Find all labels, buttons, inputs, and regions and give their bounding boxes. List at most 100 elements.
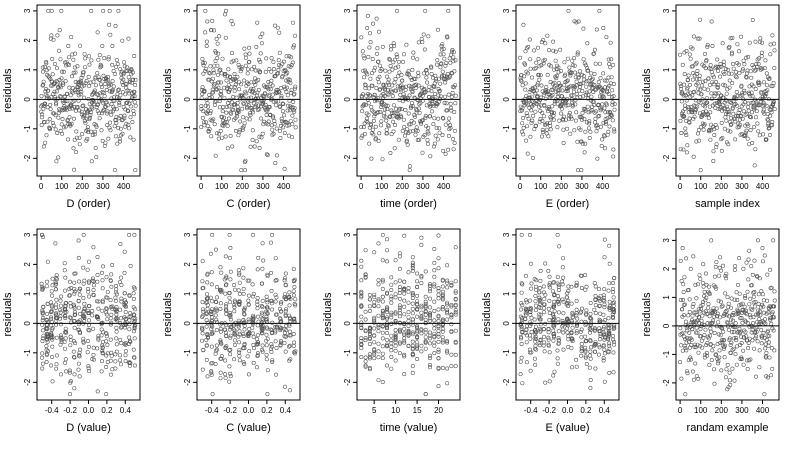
data-point [571, 89, 576, 94]
data-point [221, 105, 226, 110]
data-point [727, 85, 732, 90]
data-point [54, 273, 59, 278]
data-point [275, 90, 280, 95]
y-tick-label: 1 [343, 291, 352, 296]
data-point [365, 120, 370, 125]
data-point [533, 109, 538, 114]
data-point [745, 289, 750, 294]
data-point [217, 105, 222, 110]
data-point [365, 72, 370, 77]
data-point [359, 354, 364, 359]
data-point [200, 56, 205, 61]
data-point [207, 127, 212, 132]
data-point [441, 116, 446, 121]
data-point [537, 343, 542, 348]
data-point [200, 259, 205, 264]
data-point [77, 374, 82, 379]
data-point [219, 354, 224, 359]
data-point [710, 309, 715, 314]
data-point [547, 283, 552, 288]
data-point [231, 58, 236, 63]
data-point [397, 314, 402, 319]
data-point [251, 110, 256, 115]
data-point [551, 113, 556, 118]
data-point [122, 249, 127, 254]
data-point [44, 326, 49, 331]
data-point [76, 298, 81, 303]
data-point [417, 102, 422, 107]
data-point [419, 328, 424, 333]
data-point [284, 120, 289, 125]
x-tick-label: 0 [678, 182, 683, 191]
data-point [415, 285, 420, 290]
data-point [768, 373, 773, 378]
data-point [557, 88, 562, 93]
y-tick-label: 1 [662, 295, 671, 300]
data-point [223, 358, 228, 363]
data-point [565, 330, 570, 335]
data-point [227, 348, 232, 353]
y-tick-label: -1 [502, 125, 511, 133]
data-point [232, 357, 237, 362]
data-point [745, 321, 750, 326]
data-point [534, 60, 539, 65]
data-point [395, 111, 400, 116]
data-point [78, 43, 83, 48]
y-tick-label: 1 [183, 291, 192, 296]
data-point [416, 40, 421, 45]
data-point [88, 80, 93, 85]
x-tick-label: 400 [756, 406, 770, 415]
data-point [682, 275, 687, 280]
data-point [765, 112, 770, 117]
data-point [402, 291, 407, 296]
data-point [432, 247, 437, 252]
data-point [760, 40, 765, 45]
data-point [107, 125, 112, 130]
data-point [44, 347, 49, 352]
data-point [434, 125, 439, 130]
data-point [584, 308, 589, 313]
data-point [224, 311, 229, 316]
data-point [524, 111, 529, 116]
data-point [707, 291, 712, 296]
data-point [393, 310, 398, 315]
data-point [277, 104, 282, 109]
data-point [283, 309, 288, 314]
data-point [114, 349, 119, 354]
data-point [77, 286, 82, 291]
data-point [751, 125, 756, 130]
data-point [606, 92, 611, 97]
data-point [731, 346, 736, 351]
data-point [87, 84, 92, 89]
data-point [384, 306, 389, 311]
data-point [684, 48, 689, 53]
data-point [744, 55, 749, 60]
data-point [703, 79, 708, 84]
data-point [753, 374, 758, 379]
data-point [534, 347, 539, 352]
data-point [723, 375, 728, 380]
data-point [681, 313, 686, 318]
data-point [695, 104, 700, 109]
data-point [588, 300, 593, 305]
data-point [748, 315, 753, 320]
data-point [384, 363, 389, 368]
data-point [434, 62, 439, 67]
data-point [249, 86, 254, 91]
data-point [407, 83, 412, 88]
data-point [570, 325, 575, 330]
data-point [384, 337, 389, 342]
data-point [741, 348, 746, 353]
data-point [437, 126, 442, 131]
data-point [254, 44, 259, 49]
data-point [683, 319, 688, 324]
data-point [393, 334, 398, 339]
data-point [556, 301, 561, 306]
data-point [278, 86, 283, 91]
data-point [81, 232, 86, 237]
x-tick-label: 100 [694, 182, 708, 191]
data-point [44, 359, 49, 364]
data-point [551, 373, 556, 378]
data-point [734, 338, 739, 343]
data-point [410, 364, 415, 369]
